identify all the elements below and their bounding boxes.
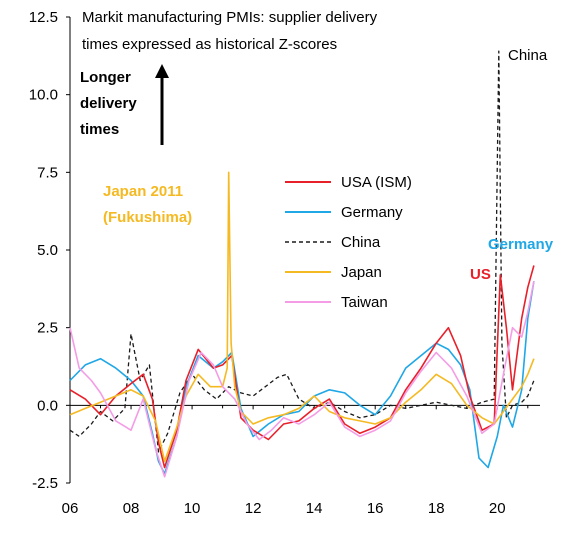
x-tick-label: 20 bbox=[489, 500, 506, 517]
series-lines bbox=[69, 50, 535, 478]
y-tick-label: 12.5 bbox=[29, 9, 58, 26]
x-tick-label: 06 bbox=[62, 500, 79, 517]
y-tick-label: 7.5 bbox=[37, 164, 58, 181]
x-tick-label: 18 bbox=[428, 500, 445, 517]
x-tick-label: 10 bbox=[184, 500, 201, 517]
legend-label-china: China bbox=[341, 234, 381, 251]
y-tick-label: 5.0 bbox=[37, 242, 58, 259]
x-tick-label: 16 bbox=[367, 500, 384, 517]
legend-label-germany: Germany bbox=[341, 204, 403, 221]
series-line-taiwan bbox=[69, 280, 535, 478]
chart-title-line-1: Markit manufacturing PMIs: supplier deli… bbox=[82, 9, 378, 26]
arrow-label-line-3: times bbox=[80, 121, 119, 138]
legend-label-japan: Japan bbox=[341, 264, 382, 281]
legend-label-taiwan: Taiwan bbox=[341, 294, 388, 311]
y-axis: 12.5 10.0 7.5 5.0 2.5 0.0 -2.5 bbox=[29, 9, 71, 492]
y-tick-label: 10.0 bbox=[29, 87, 58, 104]
arrow-label-line-2: delivery bbox=[80, 95, 137, 112]
y-tick-label: -2.5 bbox=[32, 475, 58, 492]
chart-title-line-2: times expressed as historical Z-scores bbox=[82, 36, 337, 53]
annotation-germany: Germany bbox=[488, 236, 554, 253]
x-tick-label: 08 bbox=[123, 500, 140, 517]
annotation-japan-line-1: Japan 2011 bbox=[103, 183, 183, 200]
annotation-japan-line-2: (Fukushima) bbox=[103, 209, 192, 226]
annotation-us: US bbox=[470, 266, 491, 283]
series-line-japan bbox=[69, 171, 535, 463]
y-tick-label: 2.5 bbox=[37, 320, 58, 337]
annotation-china: China bbox=[508, 47, 548, 64]
series-line-china bbox=[69, 50, 535, 453]
arrow-label-line-1: Longer bbox=[80, 69, 131, 86]
series-line-usa-ism bbox=[69, 265, 535, 469]
up-arrow-icon bbox=[155, 64, 169, 145]
x-tick-label: 12 bbox=[245, 500, 262, 517]
x-axis: 06 08 10 12 14 16 18 20 bbox=[62, 404, 540, 517]
x-tick-label: 14 bbox=[306, 500, 323, 517]
legend-label-usa-ism: USA (ISM) bbox=[341, 174, 412, 191]
y-tick-label: 0.0 bbox=[37, 397, 58, 414]
legend: USA (ISM) Germany China Japan Taiwan bbox=[285, 174, 412, 311]
